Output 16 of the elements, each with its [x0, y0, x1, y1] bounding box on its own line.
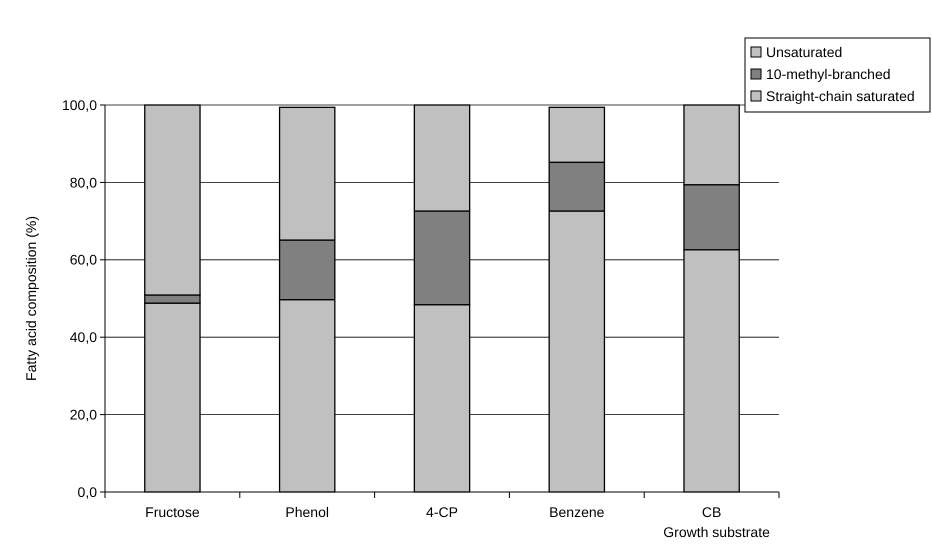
legend-label: Straight-chain saturated: [766, 88, 915, 104]
x-axis-title: Growth substrate: [663, 524, 770, 540]
x-tick-label: Fructose: [145, 504, 200, 520]
x-tick-label: Phenol: [285, 504, 329, 520]
y-tick-label: 80,0: [70, 174, 98, 190]
y-tick-label: 60,0: [70, 252, 98, 268]
y-tick-label: 40,0: [70, 329, 98, 346]
x-tick-label: 4-CP: [426, 504, 458, 520]
y-axis-title: Fatty acid composition (%): [23, 216, 39, 381]
x-tick-label: Benzene: [549, 504, 605, 520]
y-tick-label: 100,0: [62, 96, 98, 113]
y-tick-label: 20,0: [70, 406, 98, 422]
legend-label: Unsaturated: [766, 44, 842, 60]
y-tick-label: 0,0: [78, 484, 98, 500]
x-tick-label: CB: [702, 504, 722, 520]
legend-label: 10-methyl-branched: [766, 66, 891, 82]
